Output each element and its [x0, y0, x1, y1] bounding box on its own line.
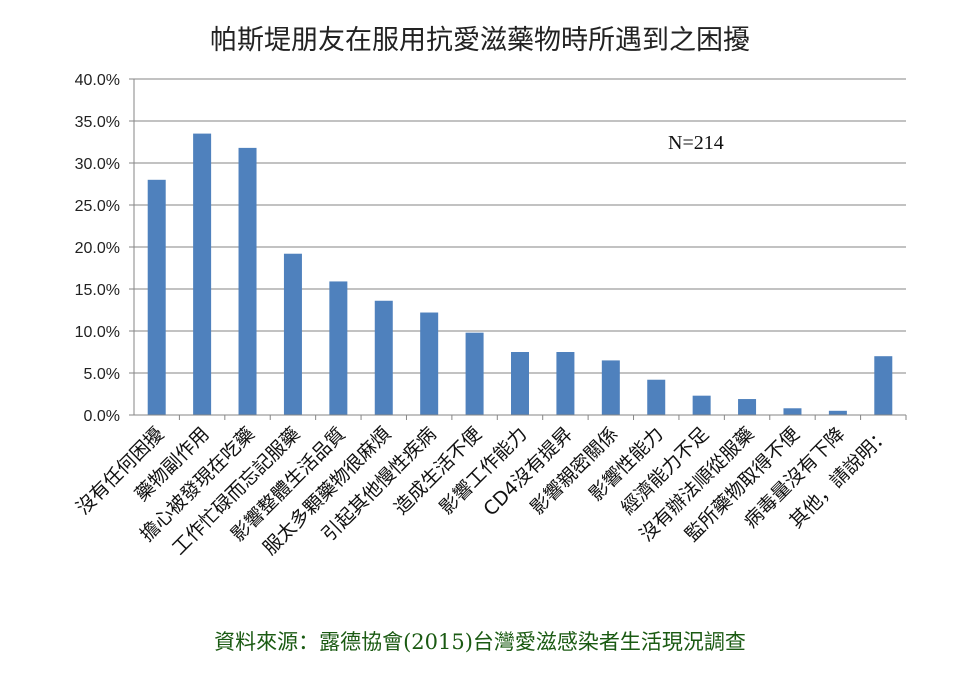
bar	[329, 281, 348, 415]
bar	[783, 408, 802, 415]
y-tick-label: 0.0%	[84, 408, 120, 425]
bars	[147, 133, 893, 415]
bar	[738, 399, 757, 415]
y-tick-label: 35.0%	[75, 114, 120, 131]
y-tick-label: 5.0%	[84, 366, 120, 383]
bar	[465, 332, 484, 415]
y-tick-label: 30.0%	[75, 156, 120, 173]
bar	[556, 352, 575, 415]
bar	[420, 312, 439, 415]
source-note: 資料來源：露德協會(2015)台灣愛滋感染者生活現況調查	[214, 630, 746, 654]
bar	[374, 300, 393, 415]
bar	[874, 356, 893, 415]
bar	[647, 379, 666, 415]
bar	[692, 395, 711, 415]
bar	[828, 410, 847, 415]
y-tick-label: 10.0%	[75, 324, 120, 341]
bar	[511, 352, 529, 415]
y-tick-label: 20.0%	[75, 240, 120, 257]
bar	[601, 360, 620, 415]
y-tick-label: 25.0%	[75, 198, 120, 215]
y-tick-label: 40.0%	[75, 72, 120, 89]
x-axis-ticks: 沒有任何困擾藥物副作用擔心被發現在吃藥工作忙碌而忘記服藥影響整體生活品質服太多顆…	[72, 415, 907, 559]
bar	[193, 133, 212, 415]
sample-size-annotation: N=214	[668, 132, 724, 154]
y-axis-ticks: 0.0% 5.0% 10.0% 15.0% 20.0% 25.0% 30.0% 35.0% 40…	[75, 72, 134, 425]
bar	[147, 179, 166, 415]
bar	[283, 253, 302, 415]
y-tick-label: 15.0%	[75, 282, 120, 299]
chart-title: 帕斯堤朋友在服用抗愛滋藥物時所遇到之困擾	[210, 25, 750, 56]
bar	[238, 147, 257, 415]
